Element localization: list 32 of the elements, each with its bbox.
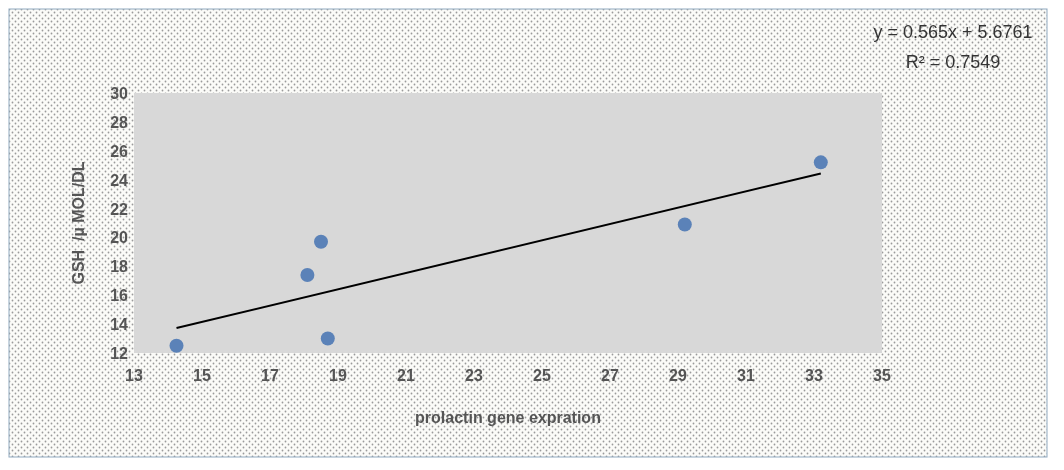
point [320,331,335,346]
text: y = 0.565x + 5.6761 [873,22,1033,42]
point [300,268,315,282]
point [813,155,828,170]
x-tick-label: 15 [193,367,211,384]
y-tick-label: 18 [110,258,129,276]
x-tick-label: 17 [261,367,279,384]
x-tick-label: 31 [737,367,755,384]
y-tick-label: 28 [110,113,129,131]
x-tick-label: 23 [465,367,483,384]
x-tick-label: 35 [873,367,891,384]
point [314,234,328,249]
x-tick-label: 33 [805,367,823,384]
point [677,217,692,232]
x-tick-label: 27 [601,367,619,384]
y-tick-label: 20 [110,229,129,247]
y-tick-label: 14 [110,316,129,334]
point [169,338,184,353]
y-tick-label: 30 [110,85,129,102]
x-tick-label: 13 [125,367,143,384]
y-tick-label: 12 [110,345,129,362]
x-tick-label: 21 [397,367,415,384]
x-tick-label: 25 [533,367,551,384]
text: R² = 0.7549 [905,52,1001,72]
x-tick-label: 19 [329,367,347,384]
x-axis-title: prolactin gene expration [415,409,601,426]
y-tick-label: 24 [110,171,129,189]
y-tick-label: 22 [110,200,129,218]
y-tick-label: 26 [110,142,129,160]
y-axis-title: GSH /µ MOL/DL [70,161,87,285]
y-tick-label: 16 [110,287,129,305]
x-tick-label: 29 [669,367,687,384]
